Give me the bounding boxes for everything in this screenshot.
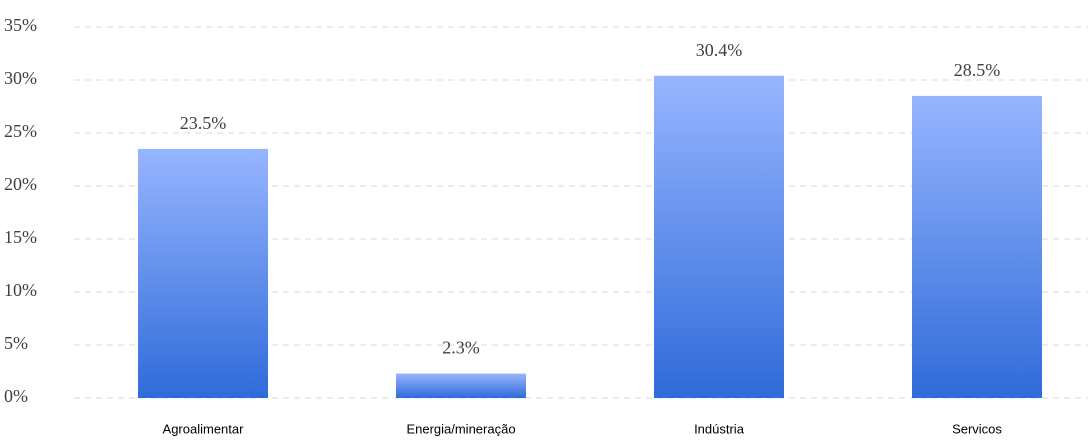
value-label: 30.4%	[696, 40, 743, 60]
y-tick-label: 20%	[4, 174, 37, 194]
y-tick-label: 15%	[4, 227, 37, 247]
bar	[654, 75, 784, 398]
y-tick-label: 25%	[4, 121, 37, 141]
x-tick-label: Agroalimentar	[163, 421, 245, 436]
bar	[912, 95, 1042, 399]
value-label: 28.5%	[954, 60, 1001, 80]
y-tick-label: 0%	[4, 386, 28, 406]
bar	[138, 148, 268, 398]
x-tick-label: Energia/mineração	[406, 421, 515, 436]
x-tick-label: Indústria	[694, 421, 745, 436]
y-tick-label: 30%	[4, 68, 37, 88]
y-tick-label: 10%	[4, 280, 37, 300]
y-tick-label: 5%	[4, 333, 28, 353]
x-tick-label: Servicos	[952, 421, 1002, 436]
value-label: 23.5%	[180, 113, 227, 133]
bar	[396, 373, 526, 398]
value-label: 2.3%	[442, 338, 480, 358]
y-tick-label: 35%	[4, 15, 37, 35]
